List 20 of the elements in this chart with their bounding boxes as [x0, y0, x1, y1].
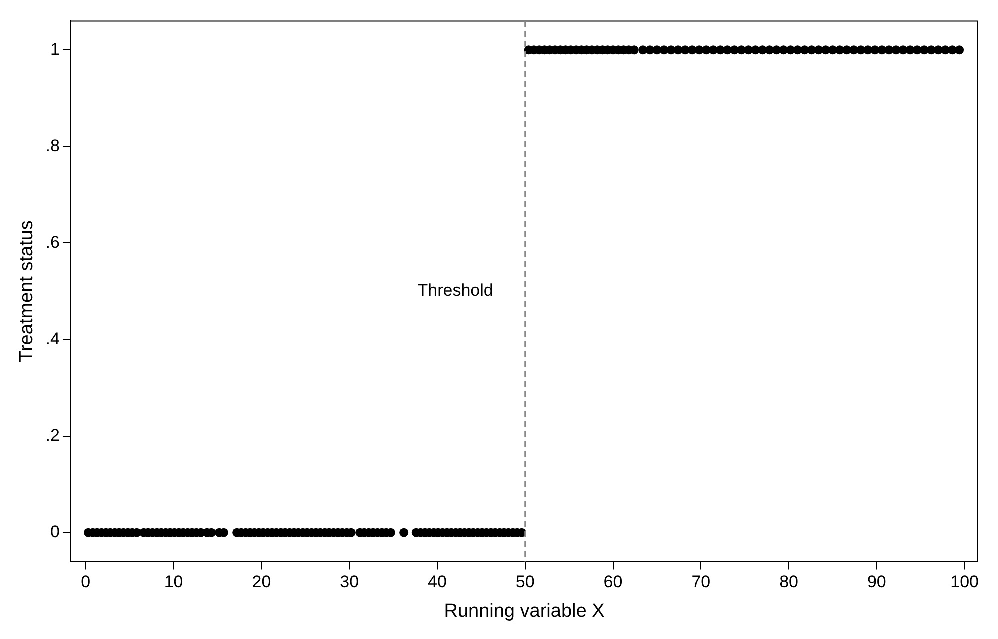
x-tick-label: 0 — [81, 572, 91, 592]
x-axis-title: Running variable X — [444, 600, 606, 622]
x-tick-label: 70 — [692, 572, 711, 592]
x-tick-label: 10 — [164, 572, 184, 592]
x-tick-label: 20 — [252, 572, 272, 592]
y-tick-label: .8 — [46, 136, 60, 156]
y-tick-label: .4 — [46, 329, 60, 348]
x-tick-label: 30 — [340, 572, 360, 592]
x-tick-label: 40 — [428, 572, 447, 592]
y-tick-label: 0 — [50, 522, 60, 542]
x-tick-label: 100 — [950, 572, 980, 592]
y-tick-label: 1 — [50, 40, 60, 59]
x-tick-label: 60 — [604, 572, 623, 592]
y-tick-label: .2 — [46, 426, 60, 445]
y-axis-title: Treatment status — [16, 220, 38, 362]
x-tick-label: 90 — [867, 572, 886, 592]
y-tick-label: .6 — [46, 232, 60, 252]
x-tick-label: 50 — [516, 572, 535, 592]
ref-line-label: Threshold — [418, 281, 494, 300]
x-tick-label: 80 — [780, 572, 798, 592]
